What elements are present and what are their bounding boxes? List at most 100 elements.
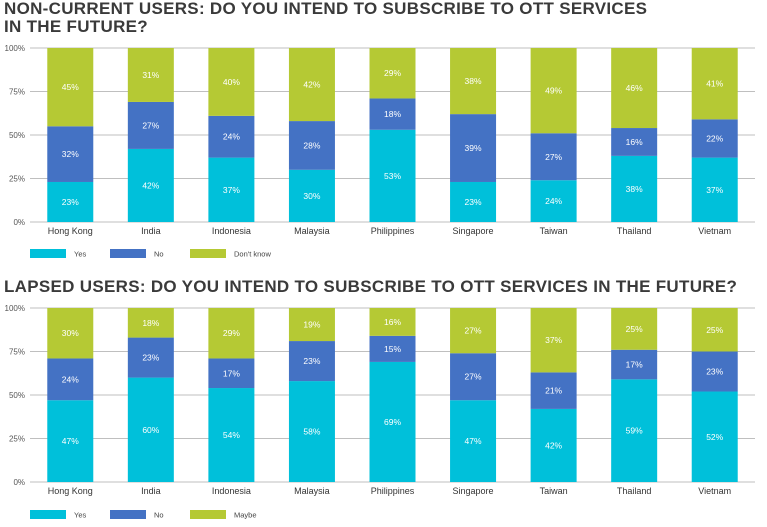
bar-yes: [208, 388, 255, 482]
data-label-other: 46%: [626, 83, 643, 93]
x-tick-label: Taiwan: [540, 486, 568, 496]
data-label-no: 23%: [142, 353, 159, 363]
bar-yes: [530, 408, 577, 482]
data-label-yes: 69%: [384, 417, 401, 427]
data-label-no: 27%: [465, 372, 482, 382]
bar-yes: [691, 391, 738, 482]
x-tick-label: Indonesia: [212, 486, 251, 496]
legend-swatch-yes: [30, 510, 66, 519]
chart-lapsed-users: LAPSED USERS: DO YOU INTEND TO SUBSCRIBE…: [0, 278, 767, 527]
bar-other: [47, 48, 94, 127]
data-label-yes: 59%: [626, 426, 643, 436]
data-label-no: 23%: [706, 367, 723, 377]
data-label-yes: 37%: [706, 185, 723, 195]
legend-label-no: No: [154, 250, 164, 259]
bar-other: [611, 308, 658, 350]
data-label-no: 17%: [223, 368, 240, 378]
bar-yes: [530, 180, 577, 222]
bar-other: [691, 308, 738, 352]
data-label-yes: 23%: [62, 197, 79, 207]
data-label-other: 25%: [626, 324, 643, 334]
data-label-yes: 52%: [706, 432, 723, 442]
data-label-other: 29%: [223, 328, 240, 338]
legend-label-no: No: [154, 511, 164, 520]
bar-other: [288, 308, 335, 342]
bar-no: [530, 133, 577, 181]
data-label-yes: 60%: [142, 425, 159, 435]
bar-no: [611, 349, 658, 380]
bar-yes: [611, 155, 658, 222]
bar-other: [208, 48, 255, 116]
data-label-yes: 42%: [545, 440, 562, 450]
bar-no: [691, 351, 738, 392]
bar-no: [127, 337, 174, 378]
chart-title: NON-CURRENT USERS: DO YOU INTEND TO SUBS…: [4, 0, 648, 36]
x-tick-label: Singapore: [453, 226, 494, 236]
data-label-other: 37%: [545, 335, 562, 345]
data-label-yes: 30%: [303, 191, 320, 201]
y-tick-label: 0%: [13, 218, 25, 227]
legend-label-yes: Yes: [74, 511, 86, 520]
data-label-no: 23%: [303, 356, 320, 366]
data-label-other: 19%: [303, 320, 320, 330]
x-tick-label: Vietnam: [698, 226, 731, 236]
bar-yes: [47, 400, 94, 482]
data-label-other: 45%: [62, 82, 79, 92]
y-tick-label: 50%: [9, 391, 25, 400]
data-label-yes: 54%: [223, 430, 240, 440]
data-label-other: 31%: [142, 70, 159, 80]
bar-other: [369, 308, 416, 336]
x-tick-label: Taiwan: [540, 226, 568, 236]
data-label-other: 29%: [384, 68, 401, 78]
bar-other: [691, 48, 738, 120]
bar-yes: [208, 157, 255, 222]
x-tick-label: Malaysia: [294, 486, 330, 496]
data-label-other: 49%: [545, 86, 562, 96]
x-tick-label: Philippines: [371, 226, 415, 236]
bar-yes: [288, 169, 335, 222]
data-label-other: 38%: [465, 76, 482, 86]
bar-other: [530, 308, 577, 373]
x-tick-label: Hong Kong: [48, 226, 93, 236]
bar-yes: [691, 157, 738, 222]
bar-other: [127, 48, 174, 102]
bar-other: [450, 308, 497, 354]
x-tick-label: Vietnam: [698, 486, 731, 496]
data-label-other: 25%: [706, 325, 723, 335]
data-label-no: 22%: [706, 133, 723, 143]
y-tick-label: 100%: [5, 304, 25, 313]
bar-no: [450, 353, 497, 401]
x-tick-label: Singapore: [453, 486, 494, 496]
data-label-no: 27%: [545, 152, 562, 162]
data-label-yes: 47%: [62, 436, 79, 446]
y-tick-label: 25%: [9, 175, 25, 184]
bar-no: [369, 98, 416, 130]
x-tick-label: Thailand: [617, 486, 652, 496]
bar-no: [369, 335, 416, 362]
bar-other: [611, 48, 658, 129]
bar-yes: [288, 381, 335, 482]
bar-yes: [450, 400, 497, 482]
data-label-other: 30%: [62, 328, 79, 338]
legend-swatch-no: [110, 510, 146, 519]
x-tick-label: Philippines: [371, 486, 415, 496]
bar-no: [127, 101, 174, 149]
bar-no: [288, 121, 335, 170]
data-label-yes: 53%: [384, 171, 401, 181]
legend-label-other: Don't know: [234, 250, 271, 259]
legend-label-other: Maybe: [234, 511, 257, 520]
x-tick-label: Thailand: [617, 226, 652, 236]
data-label-yes: 42%: [142, 180, 159, 190]
data-label-no: 28%: [303, 140, 320, 150]
bar-no: [611, 128, 658, 156]
legend-swatch-other: [190, 510, 226, 519]
bar-no: [47, 358, 94, 401]
bar-no: [450, 114, 497, 182]
bar-yes: [127, 148, 174, 222]
data-label-other: 16%: [384, 317, 401, 327]
bar-other: [288, 48, 335, 122]
bar-yes: [47, 181, 94, 222]
chart-non-current-users-plot: 0% 25% 50% 75% 100% 23% 32% 45% Hong Kong 42% 27% 3…: [5, 44, 755, 259]
data-label-yes: 23%: [465, 197, 482, 207]
chart-lapsed-users-plot: 0% 25% 50% 75% 100% 47% 24% 30% Hong Kong 60% 23% 1…: [5, 304, 755, 520]
